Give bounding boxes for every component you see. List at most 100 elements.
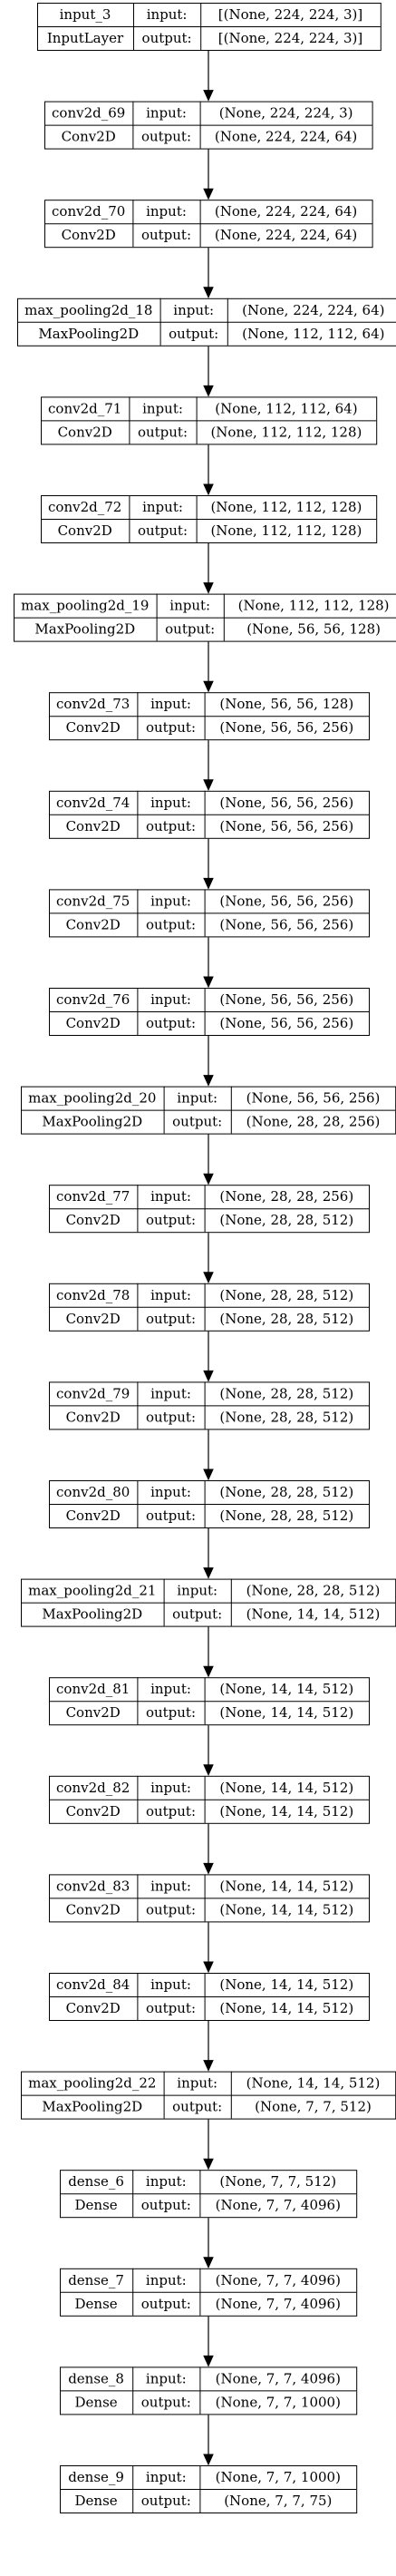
layer-type: Dense (75, 2296, 118, 2312)
layer-name: max_pooling2d_21 (28, 1583, 156, 1599)
layer-type: MaxPooling2D (34, 621, 135, 638)
layer-node: conv2d_78 Conv2D input: output: (None, 28, 2… (49, 1283, 370, 1332)
input-label: input: (177, 2075, 217, 2092)
layer-type: Conv2D (66, 818, 121, 834)
layer-node: conv2d_83 Conv2D input: output: (None, 14, 1… (49, 1874, 370, 1923)
input-shape: (None, 224, 224, 64) (215, 203, 357, 220)
input-shape: (None, 14, 14, 512) (219, 1878, 353, 1894)
input-shape: (None, 14, 14, 512) (219, 1681, 353, 1697)
input-shape: (None, 56, 56, 128) (219, 696, 353, 712)
input-label: input: (150, 1976, 191, 1993)
output-label: output: (146, 1901, 196, 1917)
output-label: output: (141, 2394, 191, 2410)
input-shape: (None, 112, 112, 128) (210, 499, 362, 515)
layer-node: conv2d_81 Conv2D input: output: (None, 14, 1… (49, 1677, 370, 1726)
layer-type: Conv2D (66, 1901, 121, 1917)
input-shape: (None, 7, 7, 1000) (216, 2469, 341, 2485)
layer-name: conv2d_80 (56, 1484, 130, 1500)
input-shape: (None, 28, 28, 512) (219, 1484, 353, 1500)
connection-arrow (203, 1626, 214, 1678)
layer-node: input_3 InputLayer input: output: [(None, 22… (37, 3, 382, 51)
input-label: input: (173, 302, 214, 318)
input-label: input: (146, 203, 187, 220)
output-label: output: (141, 2493, 191, 2509)
layer-type: Conv2D (66, 1704, 121, 1721)
layer-name: conv2d_74 (56, 795, 130, 811)
output-label: output: (142, 30, 192, 46)
output-label: output: (138, 424, 188, 440)
connection-arrow (203, 1528, 214, 1579)
layer-node: dense_7 Dense input: output: (None, 7, 7, 40… (60, 2268, 358, 2317)
connection-arrow (203, 1922, 214, 1974)
layer-node: conv2d_76 Conv2D input: output: (None, 56, 5… (49, 988, 370, 1036)
layer-type: Conv2D (66, 1508, 121, 1524)
output-label: output: (146, 1015, 196, 1031)
input-label: input: (146, 2272, 187, 2288)
layer-type: Conv2D (66, 916, 121, 932)
layer-node: conv2d_72 Conv2D input: output: (None, 112, … (41, 495, 378, 543)
connection-arrow (203, 2415, 214, 2466)
output-label: output: (141, 2296, 191, 2312)
output-shape: (None, 14, 14, 512) (219, 1803, 353, 1820)
connection-arrow (203, 2218, 214, 2269)
output-label: output: (146, 1803, 196, 1820)
layer-type: Conv2D (66, 1409, 121, 1425)
layer-node: max_pooling2d_20 MaxPooling2D input: output… (21, 1086, 396, 1135)
layer-type: MaxPooling2D (42, 1114, 142, 1130)
connection-arrow (203, 248, 214, 299)
connection-arrow (203, 641, 214, 693)
output-label: output: (146, 1212, 196, 1228)
input-label: input: (169, 598, 210, 614)
output-shape: (None, 28, 28, 512) (219, 1311, 353, 1327)
layer-node: conv2d_69 Conv2D input: output: (None, 224, … (44, 101, 373, 150)
input-label: input: (177, 1090, 217, 1107)
layer-name: max_pooling2d_19 (21, 598, 149, 614)
input-shape: (None, 14, 14, 512) (246, 2075, 381, 2092)
connection-arrow (203, 2119, 214, 2171)
layer-type: Conv2D (66, 1803, 121, 1820)
layer-node: conv2d_79 Conv2D input: output: (None, 28, 2… (49, 1381, 370, 1430)
output-label: output: (146, 1704, 196, 1721)
input-shape: [(None, 224, 224, 3)] (218, 6, 363, 23)
output-shape: (None, 7, 7, 4096) (216, 2197, 341, 2213)
output-shape: (None, 14, 14, 512) (246, 1606, 381, 1623)
connection-arrow (203, 937, 214, 989)
output-shape: (None, 56, 56, 128) (246, 621, 381, 638)
input-label: input: (146, 2370, 187, 2386)
layer-type: MaxPooling2D (38, 326, 139, 342)
input-shape: (None, 28, 28, 256) (219, 1188, 353, 1205)
input-label: input: (150, 1780, 191, 1796)
output-shape: (None, 56, 56, 256) (219, 1015, 353, 1031)
output-label: output: (138, 522, 188, 539)
connection-arrow (203, 346, 214, 397)
input-label: input: (150, 795, 191, 811)
input-label: input: (147, 6, 188, 23)
layer-name: dense_6 (68, 2173, 124, 2190)
layer-name: conv2d_76 (56, 991, 130, 1008)
layer-node: max_pooling2d_19 MaxPooling2D input: output… (14, 593, 396, 642)
layer-type: Dense (75, 2197, 118, 2213)
input-shape: (None, 56, 56, 256) (219, 893, 353, 909)
layer-name: max_pooling2d_18 (24, 302, 152, 318)
input-shape: (None, 28, 28, 512) (219, 1287, 353, 1303)
input-label: input: (146, 2469, 187, 2485)
input-label: input: (150, 696, 191, 712)
layer-type: Conv2D (66, 1311, 121, 1327)
connection-arrow (203, 1233, 214, 1284)
connection-arrow (203, 1725, 214, 1777)
layer-name: conv2d_82 (56, 1780, 130, 1796)
input-shape: (None, 7, 7, 4096) (216, 2272, 341, 2288)
input-shape: (None, 56, 56, 256) (219, 991, 353, 1008)
output-label: output: (146, 818, 196, 834)
input-label: input: (150, 1287, 191, 1303)
input-shape: (None, 56, 56, 256) (219, 795, 353, 811)
output-shape: (None, 28, 28, 512) (219, 1409, 353, 1425)
layer-name: max_pooling2d_20 (28, 1090, 156, 1107)
layer-node: conv2d_70 Conv2D input: output: (None, 224, … (44, 200, 373, 249)
layer-node: conv2d_75 Conv2D input: output: (None, 56, 5… (49, 889, 370, 938)
output-label: output: (141, 129, 191, 145)
layer-node: conv2d_84 Conv2D input: output: (None, 14, 1… (49, 1973, 370, 2021)
input-label: input: (142, 499, 183, 515)
layer-node: dense_6 Dense input: output: (None, 7, 7, 51… (60, 2170, 358, 2219)
